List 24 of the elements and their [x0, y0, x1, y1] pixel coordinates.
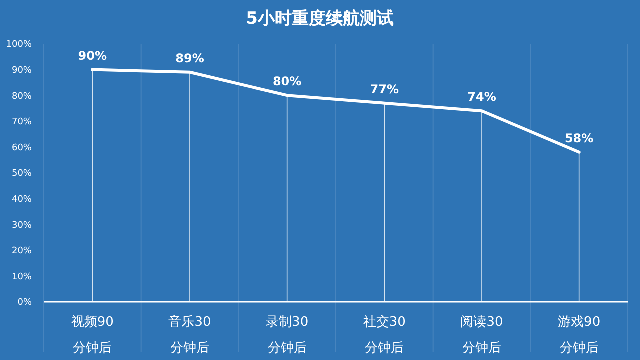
- y-tick-label: 50%: [12, 169, 32, 180]
- data-label: 89%: [176, 51, 204, 66]
- y-tick-label: 30%: [12, 220, 32, 231]
- y-tick-label: 20%: [12, 246, 32, 257]
- y-tick-label: 10%: [12, 272, 32, 282]
- y-tick-label: 80%: [12, 92, 32, 102]
- y-tick-label: 0%: [18, 298, 32, 308]
- data-label: 77%: [370, 82, 400, 96]
- x-tick-label: 音乐30 分钟后: [168, 315, 212, 356]
- y-tick-label: 100%: [6, 40, 32, 50]
- x-tick-label: 社交30 分钟后: [363, 314, 406, 356]
- data-label: 90%: [78, 48, 108, 63]
- x-tick-label: 录制30 分钟后: [266, 315, 309, 356]
- x-tick-label: 游戏90 分钟后: [558, 315, 601, 356]
- y-tick-label: 70%: [12, 118, 32, 128]
- data-label: 74%: [468, 90, 496, 104]
- data-label: 80%: [272, 74, 302, 89]
- y-tick-label: 40%: [12, 194, 32, 205]
- x-tick-label: 视频90 分钟后: [71, 315, 114, 356]
- x-tick-label: 阅读30 分钟后: [460, 315, 504, 356]
- chart-title: 5小时重度续航测试: [246, 9, 394, 29]
- data-label: 58%: [564, 131, 594, 146]
- y-tick-label: 60%: [12, 143, 32, 154]
- y-tick-label: 90%: [12, 66, 32, 76]
